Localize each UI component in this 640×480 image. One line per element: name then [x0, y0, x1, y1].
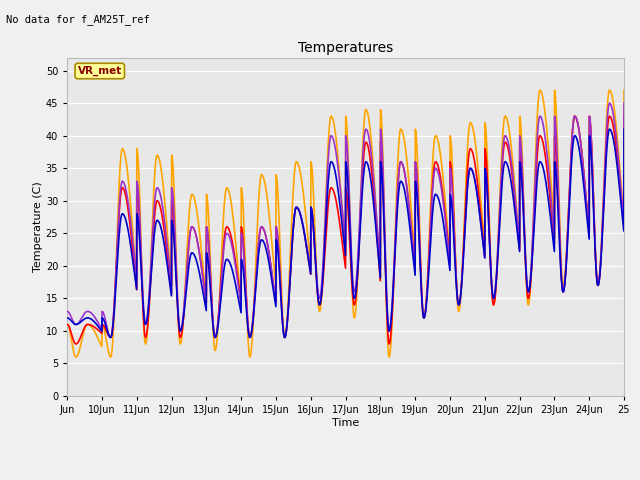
- Text: No data for f_AM25T_ref: No data for f_AM25T_ref: [6, 14, 150, 25]
- Title: Temperatures: Temperatures: [298, 41, 393, 55]
- X-axis label: Time: Time: [332, 418, 359, 428]
- Legend: Panel T, Old Ref Temp, HMP45 T, CNR1 PRT: Panel T, Old Ref Temp, HMP45 T, CNR1 PRT: [161, 476, 531, 480]
- Text: VR_met: VR_met: [77, 66, 122, 76]
- Y-axis label: Temperature (C): Temperature (C): [33, 181, 43, 272]
